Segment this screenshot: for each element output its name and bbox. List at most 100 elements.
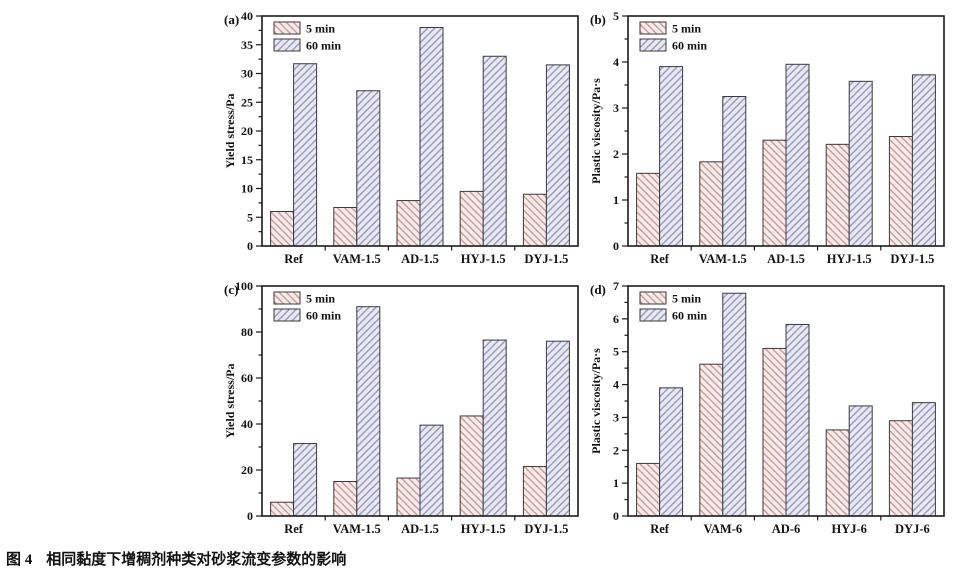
- x-category-label: AD-1.5: [401, 522, 439, 536]
- bars-group-c: [270, 306, 570, 517]
- y-tick-label: 3: [613, 101, 619, 115]
- y-tick-label: 40: [241, 417, 253, 431]
- legend-swatch-5min: [273, 21, 301, 35]
- chart-d: 0 1 2 3 4 5 6 7 Ref VAM-6 AD-6 HYJ-6 DYJ-6 Plastic vi…: [589, 279, 945, 536]
- bar-5min-AD-1.5: [396, 200, 421, 247]
- bar-60min-Ref: [293, 443, 318, 517]
- legend-swatch-60min: [273, 38, 301, 52]
- panel-letter: (b): [590, 12, 606, 27]
- bar-60min-AD-1.5: [419, 27, 444, 247]
- x-category-label: HYJ-1.5: [461, 522, 506, 536]
- y-tick-label: 1: [613, 193, 619, 207]
- bar-5min-AD-6: [762, 347, 787, 517]
- y-tick-label: 20: [241, 463, 253, 477]
- panel-a: 0 5 10 15 20 25 30 35 40 Ref VAM-1.5 AD-1.5 HYJ-1.5 D…: [222, 4, 586, 272]
- bar-60min-DYJ-1.5: [911, 74, 936, 247]
- figure-caption: 图 4 相同黏度下增稠剂种类对砂浆流变参数的影响: [6, 548, 346, 569]
- y-tick-label: 0: [613, 239, 619, 253]
- x-category-label: Ref: [284, 522, 304, 536]
- y-tick-label: 0: [247, 239, 253, 253]
- bar-60min-HYJ-1.5: [482, 55, 507, 247]
- bar-60min-AD-1.5: [419, 424, 444, 517]
- y-tick-label: 1: [613, 476, 619, 490]
- bar-5min-HYJ-1.5: [459, 190, 484, 247]
- bars-group-b: [636, 63, 936, 247]
- bar-5min-AD-1.5: [396, 477, 421, 517]
- y-tick-label: 15: [241, 153, 253, 167]
- y-tick-label: 35: [241, 38, 253, 52]
- bar-60min-HYJ-6: [848, 405, 873, 517]
- legend-label: 60 min: [672, 309, 707, 323]
- panel-letter: (a): [224, 12, 239, 27]
- x-category-label: HYJ-1.5: [827, 252, 872, 266]
- bar-60min-AD-6: [785, 323, 810, 517]
- bar-60min-HYJ-1.5: [848, 80, 873, 247]
- legend: 5 min 60 min: [273, 21, 341, 53]
- bar-60min-AD-1.5: [785, 63, 810, 247]
- legend-label: 5 min: [306, 292, 335, 306]
- bar-60min-HYJ-1.5: [482, 339, 507, 517]
- x-category-label: DYJ-1.5: [524, 522, 568, 536]
- legend-label: 5 min: [672, 22, 701, 36]
- y-tick-label: 0: [247, 509, 253, 523]
- legend: 5 min 60 min: [639, 291, 707, 323]
- y-tick-label: 3: [613, 410, 619, 424]
- y-tick-label: 5: [247, 210, 253, 224]
- bar-5min-DYJ-1.5: [522, 466, 547, 517]
- bar-5min-DYJ-1.5: [522, 193, 547, 247]
- axes-group-c: [256, 285, 516, 521]
- y-tick-label: 5: [613, 9, 619, 23]
- legend: 5 min 60 min: [639, 21, 707, 53]
- y-tick-label: 30: [241, 67, 253, 81]
- y-axis-label: Plastic viscosity/Pa·s: [589, 78, 603, 184]
- chart-a: 0 5 10 15 20 25 30 35 40 Ref VAM-1.5 AD-1.5 HYJ-1.5 D…: [223, 9, 579, 266]
- caption-label: 图 4: [6, 552, 33, 568]
- bar-5min-Ref: [270, 211, 295, 247]
- x-category-label: VAM-1.5: [333, 522, 381, 536]
- x-category-label: VAM-1.5: [333, 252, 381, 266]
- x-category-label: HYJ-1.5: [461, 252, 506, 266]
- bar-5min-DYJ-1.5: [888, 136, 913, 247]
- y-tick-label: 80: [241, 325, 253, 339]
- bar-5min-VAM-6: [699, 363, 724, 517]
- y-axis-label: Yield stress/Pa: [223, 364, 237, 439]
- bar-5min-HYJ-1.5: [825, 143, 850, 247]
- legend-swatch-5min: [273, 291, 301, 305]
- y-tick-label: 20: [241, 124, 253, 138]
- panel-letter: (c): [224, 282, 238, 297]
- y-tick-label: 4: [613, 55, 619, 69]
- legend-label: 5 min: [306, 22, 335, 36]
- legend-label: 5 min: [672, 292, 701, 306]
- x-category-label: DYJ-1.5: [524, 252, 568, 266]
- y-tick-label: 5: [613, 345, 619, 359]
- axes-group-d: [622, 285, 882, 521]
- legend-label: 60 min: [306, 39, 341, 53]
- bar-5min-VAM-1.5: [333, 481, 358, 517]
- bar-5min-VAM-1.5: [333, 206, 358, 247]
- x-category-label: Ref: [284, 252, 304, 266]
- y-tick-label: 2: [613, 147, 619, 161]
- plot-frame: [261, 285, 579, 517]
- bar-5min-AD-1.5: [762, 139, 787, 247]
- bar-60min-DYJ-6: [911, 402, 936, 517]
- bar-60min-VAM-1.5: [722, 96, 747, 247]
- x-category-label: AD-6: [772, 522, 800, 536]
- bar-60min-VAM-1.5: [356, 90, 381, 247]
- bar-5min-Ref: [636, 462, 661, 517]
- legend-swatch-60min: [639, 38, 667, 52]
- x-category-label: HYJ-6: [831, 522, 866, 536]
- bars-group-d: [636, 292, 936, 517]
- x-category-label: AD-1.5: [767, 252, 805, 266]
- y-tick-label: 0: [613, 509, 619, 523]
- bars-group-a: [270, 27, 570, 247]
- bar-60min-Ref: [293, 63, 318, 247]
- plot-frame: [627, 15, 945, 247]
- y-tick-label: 60: [241, 371, 253, 385]
- chart-b: 0 1 2 3 4 5 Ref VAM-1.5 AD-1.5 HYJ-1.5 DYJ-1.5 Plas…: [589, 9, 945, 266]
- panel-d: 0 1 2 3 4 5 6 7 Ref VAM-6 AD-6 HYJ-6 DYJ-6 Plastic vi…: [588, 274, 952, 542]
- bar-60min-VAM-1.5: [356, 306, 381, 517]
- x-category-label: VAM-6: [703, 522, 742, 536]
- y-tick-label: 2: [613, 443, 619, 457]
- legend: 5 min 60 min: [273, 291, 341, 323]
- y-tick-label: 10: [241, 182, 253, 196]
